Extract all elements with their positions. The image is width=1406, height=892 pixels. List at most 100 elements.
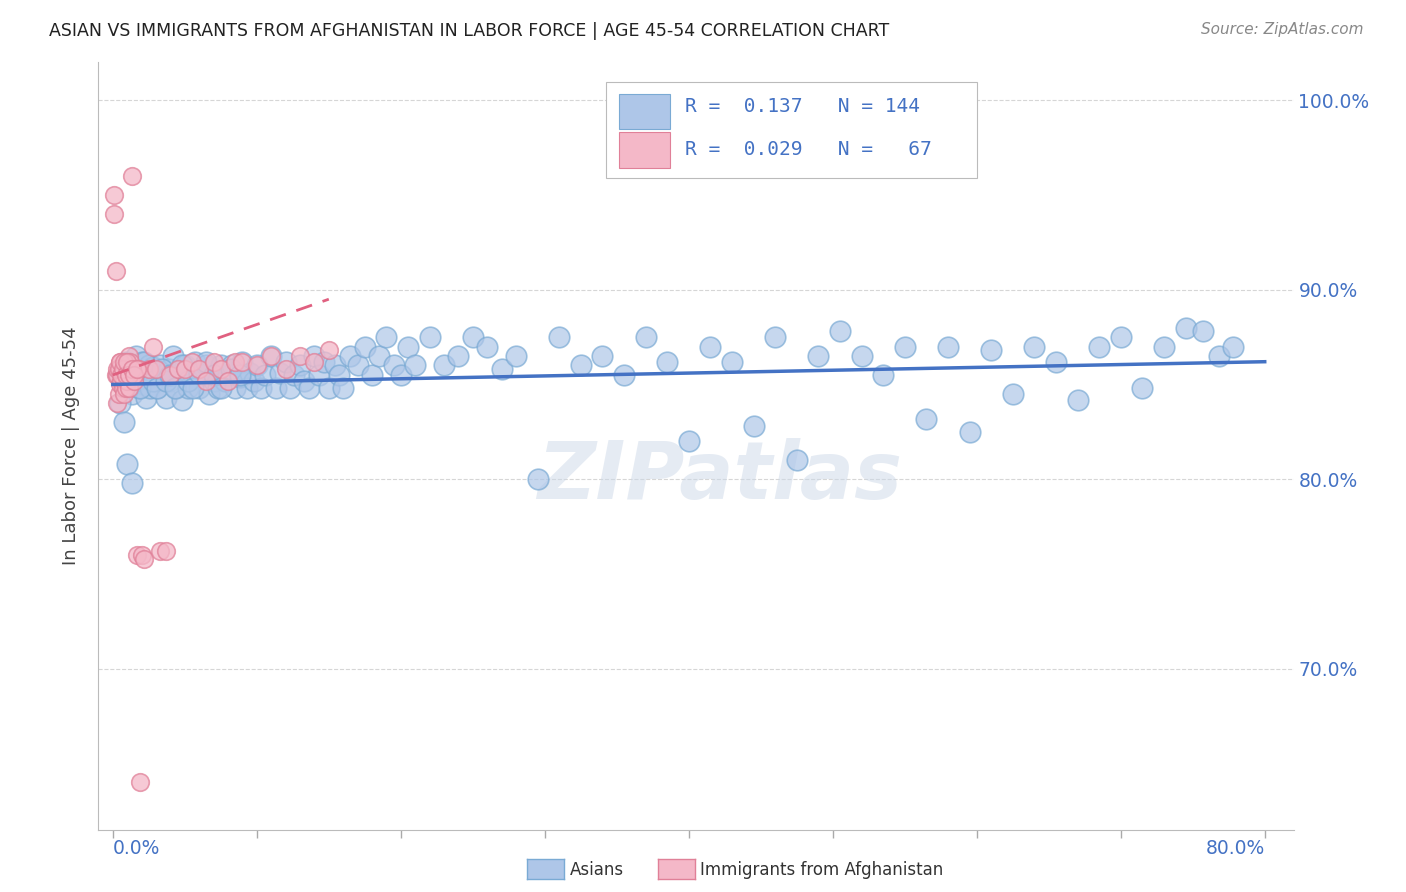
Point bbox=[382, 359, 405, 373]
Point bbox=[155, 391, 177, 405]
Point bbox=[134, 366, 156, 380]
Point bbox=[1109, 330, 1132, 344]
Text: R =  0.137   N = 144: R = 0.137 N = 144 bbox=[685, 97, 920, 117]
Point bbox=[159, 368, 181, 382]
Point bbox=[110, 374, 132, 388]
Point bbox=[110, 362, 132, 376]
Point bbox=[118, 368, 141, 382]
Point bbox=[591, 349, 613, 363]
Point bbox=[118, 349, 141, 363]
Point bbox=[219, 362, 242, 376]
Point bbox=[339, 349, 361, 363]
Point bbox=[124, 374, 146, 388]
Point bbox=[209, 362, 232, 376]
Point bbox=[278, 381, 301, 395]
Point bbox=[138, 368, 160, 382]
Point bbox=[134, 551, 156, 566]
Point bbox=[188, 381, 211, 395]
Point bbox=[155, 374, 177, 388]
Point bbox=[121, 475, 143, 490]
Point bbox=[721, 355, 744, 369]
Point bbox=[851, 349, 873, 363]
FancyBboxPatch shape bbox=[620, 94, 669, 129]
Point bbox=[103, 207, 125, 221]
Point bbox=[404, 359, 426, 373]
Point bbox=[198, 387, 221, 401]
Point bbox=[157, 362, 180, 376]
Point bbox=[124, 368, 146, 382]
Point bbox=[786, 453, 808, 467]
Point bbox=[209, 381, 232, 395]
Point bbox=[1001, 387, 1024, 401]
Point bbox=[389, 368, 412, 382]
Point bbox=[1088, 340, 1111, 354]
Point bbox=[146, 381, 169, 395]
FancyBboxPatch shape bbox=[606, 81, 977, 178]
Point bbox=[132, 377, 155, 392]
Point bbox=[1066, 392, 1088, 407]
Point bbox=[112, 415, 135, 429]
Point bbox=[118, 381, 141, 395]
Point bbox=[115, 355, 138, 369]
Point bbox=[1045, 355, 1067, 369]
Point bbox=[145, 362, 167, 376]
Point bbox=[135, 391, 157, 405]
Point bbox=[314, 355, 336, 369]
Point bbox=[155, 544, 177, 558]
Point bbox=[292, 374, 315, 388]
Point bbox=[195, 355, 218, 369]
Point bbox=[122, 368, 145, 382]
Point bbox=[195, 359, 218, 373]
Point bbox=[166, 362, 188, 376]
Point bbox=[368, 349, 391, 363]
Point bbox=[288, 359, 311, 373]
Text: ZIPatlas: ZIPatlas bbox=[537, 438, 903, 516]
Point bbox=[108, 396, 131, 410]
Point bbox=[246, 359, 269, 373]
Point bbox=[461, 330, 484, 344]
Point bbox=[134, 355, 156, 369]
Point bbox=[112, 355, 135, 369]
Point bbox=[657, 355, 679, 369]
Point bbox=[108, 377, 131, 392]
Point bbox=[111, 362, 134, 376]
Point bbox=[170, 392, 193, 407]
Point bbox=[353, 340, 375, 354]
Point bbox=[613, 368, 636, 382]
Point bbox=[108, 355, 131, 369]
Point bbox=[477, 340, 499, 354]
Point bbox=[235, 381, 257, 395]
Point bbox=[254, 368, 277, 382]
Point bbox=[318, 343, 340, 358]
Point bbox=[1208, 349, 1230, 363]
Point bbox=[239, 366, 262, 380]
Point bbox=[122, 374, 145, 388]
Point bbox=[231, 355, 253, 369]
Point bbox=[328, 368, 350, 382]
Point bbox=[228, 369, 250, 384]
Point bbox=[149, 359, 172, 373]
Point bbox=[346, 359, 368, 373]
Point bbox=[146, 381, 169, 395]
Point bbox=[807, 349, 830, 363]
Point bbox=[159, 368, 181, 382]
Point bbox=[318, 381, 340, 395]
Y-axis label: In Labor Force | Age 45-54: In Labor Force | Age 45-54 bbox=[62, 326, 80, 566]
Point bbox=[183, 381, 205, 395]
Point bbox=[114, 381, 136, 395]
Point bbox=[217, 368, 239, 382]
Point bbox=[127, 548, 149, 562]
Point bbox=[104, 264, 127, 278]
Point bbox=[115, 374, 138, 388]
Point bbox=[828, 325, 851, 339]
Point bbox=[111, 362, 134, 376]
Point bbox=[526, 472, 548, 486]
Point bbox=[274, 362, 297, 376]
Point bbox=[260, 349, 283, 363]
Point bbox=[308, 368, 330, 382]
Point bbox=[332, 381, 354, 395]
Point bbox=[111, 381, 134, 395]
Point bbox=[269, 366, 291, 380]
Point bbox=[105, 368, 128, 382]
Point bbox=[228, 368, 250, 382]
